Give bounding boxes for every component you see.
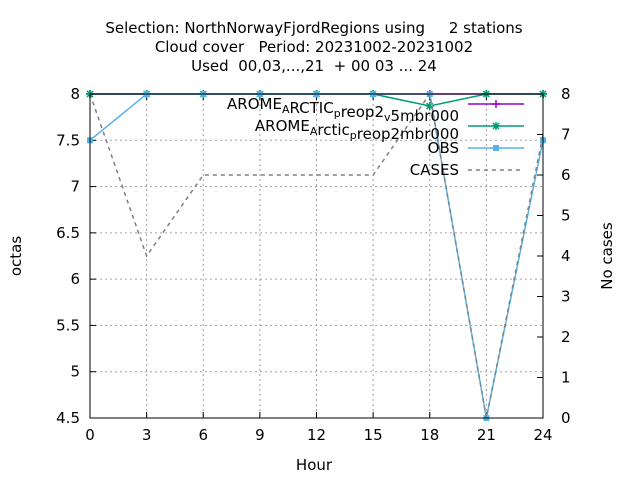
chart-title-line: Cloud cover Period: 20231002-20231002 (155, 38, 473, 56)
x-axis-label: Hour (296, 456, 333, 474)
y-tick-label: 5.5 (56, 316, 80, 334)
chart-title-line: Selection: NorthNorwayFjordRegions using… (105, 19, 522, 37)
legend: AROMEARCTICpreop2v5mbr000AROMEArcticpreo… (227, 95, 524, 179)
x-tick-labels: 0 3 6 9 12 15 18 21 24 (85, 426, 552, 444)
data-point (425, 102, 434, 111)
legend-label-2: OBS (428, 139, 459, 157)
y2-tick-label: 2 (561, 328, 571, 346)
chart-title: Selection: NorthNorwayFjordRegions using… (105, 19, 522, 75)
x-tick-label: 18 (420, 426, 439, 444)
y2-tick-label: 3 (561, 288, 571, 306)
x-tick-label: 6 (198, 426, 208, 444)
legend-label-1: AROMEArcticpreop2mbr000 (255, 117, 459, 143)
y-tick-label: 7 (70, 178, 80, 196)
chart-title-line: Used 00,03,...,21 + 00 03 ... 24 (191, 57, 437, 75)
x-tick-label: 9 (255, 426, 265, 444)
y2-tick-label: 8 (561, 85, 571, 103)
y2-tick-label: 0 (561, 409, 571, 427)
legend-label-3: CASES (410, 161, 459, 179)
x-tick-label: 12 (307, 426, 326, 444)
y2-tick-labels: 0 1 2 3 4 5 6 7 8 (561, 85, 571, 427)
legend-label-0: AROMEARCTICpreop2v5mbr000 (227, 95, 459, 125)
plot-frame (89, 93, 544, 419)
y-tick-label: 5 (70, 363, 80, 381)
x-tick-label: 3 (142, 426, 152, 444)
y-tick-label: 7.5 (56, 131, 80, 149)
data-point (492, 100, 500, 108)
x-tick-label: 0 (85, 426, 95, 444)
data-point (492, 122, 500, 130)
grid (89, 93, 544, 419)
y-tick-label: 6.5 (56, 224, 80, 242)
y2-tick-label: 1 (561, 369, 571, 387)
y2-tick-label: 6 (561, 166, 571, 184)
y2-tick-label: 5 (561, 207, 571, 225)
x-tick-label: 24 (533, 426, 552, 444)
y-tick-label: 8 (70, 85, 80, 103)
y-tick-label: 6 (70, 270, 80, 288)
y2-tick-label: 7 (561, 126, 571, 144)
y-axis-label: octas (7, 236, 25, 276)
data-point (493, 145, 499, 151)
y-tick-labels: 4.5 5 5.5 6 6.5 7 7.5 8 (56, 85, 80, 427)
y2-tick-label: 4 (561, 247, 571, 265)
x-tick-label: 21 (477, 426, 496, 444)
y-tick-label: 4.5 (56, 409, 80, 427)
x-tick-label: 15 (364, 426, 383, 444)
y2-axis-label: No cases (598, 222, 616, 290)
